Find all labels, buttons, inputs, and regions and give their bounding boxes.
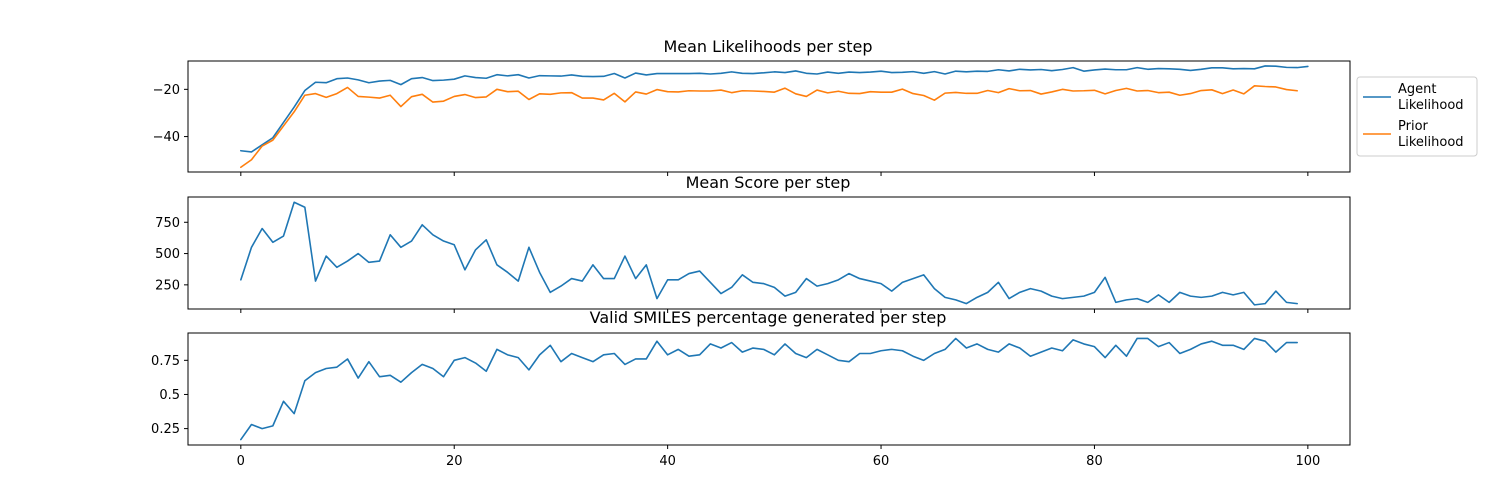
likelihood-panel: Mean Likelihoods per step −40 −20	[153, 37, 1351, 176]
likelihood-panel-title: Mean Likelihoods per step	[663, 37, 872, 56]
likelihood-ytick-label-1: −20	[153, 83, 180, 98]
valid-smiles-xtick-label-5: 100	[1295, 454, 1320, 469]
score-ytick-label-1: 500	[155, 247, 180, 262]
legend-prior-label: Prior Likelihood	[1398, 119, 1464, 150]
legend-prior-label-line-2: Likelihood	[1398, 135, 1464, 150]
score-panel-title: Mean Score per step	[686, 173, 851, 192]
score-ytick-label-2: 750	[155, 216, 180, 231]
legend: Agent Likelihood Prior Likelihood	[1356, 76, 1478, 157]
likelihood-x-ticks	[240, 172, 1309, 176]
score-panel: Mean Score per step 250 500 750	[155, 173, 1351, 313]
likelihood-ytick-label-0: −40	[153, 130, 180, 145]
valid-smiles-panel: Valid SMILES percentage generated per st…	[151, 308, 1351, 469]
valid-smiles-xtick-label-3: 60	[873, 454, 890, 469]
valid-smiles-xtick-label-4: 80	[1086, 454, 1103, 469]
valid-smiles-ytick-label-0: 0.25	[151, 422, 180, 437]
likelihood-series-1-line	[240, 85, 1298, 169]
valid-smiles-y-ticks: 0.25 0.5 0.75	[151, 354, 188, 437]
valid-smiles-xtick-label-0: 0	[237, 454, 245, 469]
likelihood-series-0-line	[240, 65, 1309, 153]
valid-smiles-series-0-line	[240, 337, 1298, 441]
valid-smiles-xtick-label-2: 40	[659, 454, 676, 469]
valid-smiles-panel-title: Valid SMILES percentage generated per st…	[590, 308, 947, 327]
legend-prior-label-line-1: Prior	[1398, 119, 1429, 134]
score-series-layer	[240, 201, 1298, 306]
score-x-ticks	[240, 309, 1309, 313]
valid-smiles-x-ticks: 0 20 40 60 80 100	[237, 445, 1320, 469]
likelihood-axes-frame	[187, 60, 1351, 173]
valid-smiles-xtick-label-1: 20	[446, 454, 463, 469]
score-y-ticks: 250 500 750	[155, 216, 188, 293]
valid-smiles-axes-frame	[187, 332, 1351, 446]
valid-smiles-ytick-label-1: 0.5	[159, 388, 180, 403]
likelihood-series-layer	[240, 65, 1309, 169]
score-axes-frame	[187, 196, 1351, 310]
score-series-0-line	[240, 201, 1298, 306]
valid-smiles-ytick-label-2: 0.75	[151, 354, 180, 369]
likelihood-y-ticks: −40 −20	[153, 83, 188, 145]
legend-agent-label: Agent Likelihood	[1398, 82, 1464, 113]
legend-agent-label-line-1: Agent	[1398, 82, 1436, 97]
score-ytick-label-0: 250	[155, 278, 180, 293]
valid-smiles-series-layer	[240, 337, 1298, 441]
legend-agent-label-line-2: Likelihood	[1398, 98, 1464, 113]
